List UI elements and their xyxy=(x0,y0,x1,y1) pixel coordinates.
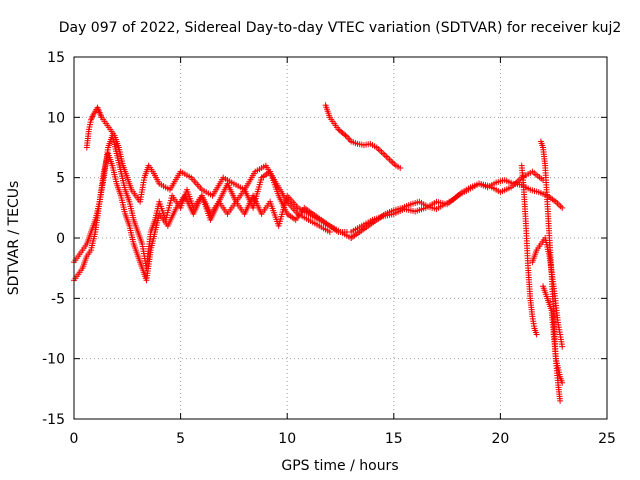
data-point xyxy=(382,152,388,158)
x-tick-label: 25 xyxy=(598,431,616,447)
x-tick-label: 0 xyxy=(70,431,79,447)
x-tick-label: 10 xyxy=(278,431,296,447)
series-arc-6 xyxy=(348,169,546,235)
data-point xyxy=(391,161,397,167)
data-point xyxy=(390,160,396,166)
y-tick-label: 0 xyxy=(56,231,65,247)
x-tick-label: 20 xyxy=(491,431,509,447)
y-axis-label: SDTVAR / TECUs xyxy=(6,181,22,296)
y-axis-ticks: -15 -10 -5 0 5 10 15 xyxy=(42,50,607,428)
x-tick-label: 15 xyxy=(385,431,403,447)
y-tick-label: -5 xyxy=(51,291,65,307)
data-point xyxy=(380,151,386,157)
data-point xyxy=(385,155,391,161)
y-tick-label: -15 xyxy=(42,412,65,428)
data-point xyxy=(383,154,389,160)
y-tick-label: 10 xyxy=(47,110,65,126)
data-point xyxy=(388,158,394,164)
data-point xyxy=(375,146,381,152)
data-point xyxy=(558,203,564,209)
data-point xyxy=(387,157,393,163)
series-arc-5 xyxy=(348,177,565,241)
y-tick-label: 5 xyxy=(56,171,65,187)
series-arc-2 xyxy=(71,151,350,284)
series-arc-4 xyxy=(323,102,404,171)
sdtvar-chart: Day 097 of 2022, Sidereal Day-to-day VTE… xyxy=(0,0,640,480)
data-point xyxy=(379,149,385,155)
data-point xyxy=(554,200,560,206)
x-tick-label: 5 xyxy=(176,431,185,447)
y-tick-label: -10 xyxy=(42,352,65,368)
y-tick-label: 15 xyxy=(47,50,65,66)
chart-title: Day 097 of 2022, Sidereal Day-to-day VTE… xyxy=(59,20,622,36)
data-point xyxy=(559,205,565,211)
data-point xyxy=(377,148,383,154)
x-axis-label: GPS time / hours xyxy=(281,458,398,474)
data-point xyxy=(556,202,562,208)
series-arc-1 xyxy=(71,132,354,271)
